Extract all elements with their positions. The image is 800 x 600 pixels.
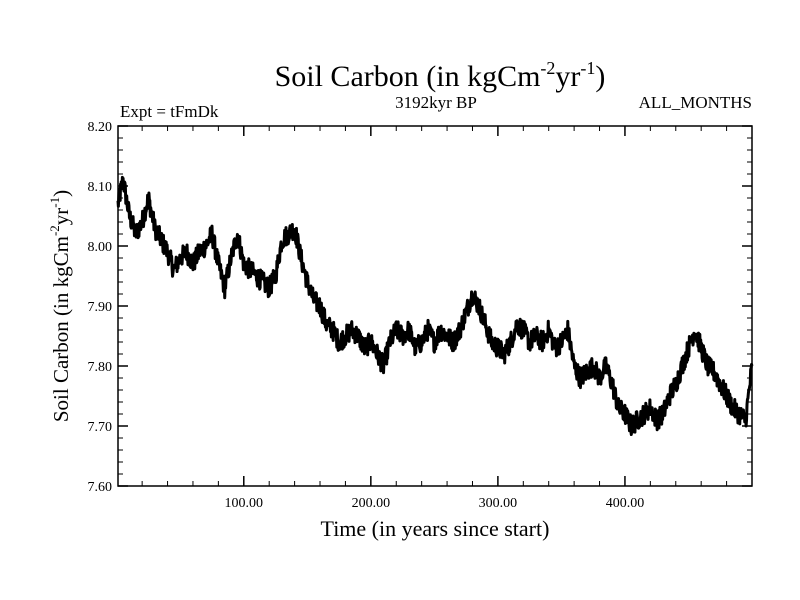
- x-tick-label: 300.00: [479, 496, 518, 511]
- y-tick-labels: 7.60 7.70 7.80 7.90 8.00 8.10 8.20: [88, 120, 113, 495]
- x-tick-labels: 100.00 200.00 300.00 400.00: [225, 496, 645, 511]
- period-label: 3192kyr BP: [395, 93, 477, 112]
- y-tick-label: 7.90: [88, 300, 113, 315]
- months-label: ALL_MONTHS: [639, 93, 752, 112]
- experiment-label: Expt = tFmDk: [120, 102, 219, 121]
- plot-frame: [117, 125, 753, 487]
- y-tick-label: 8.10: [88, 180, 113, 195]
- y-axis-label: Soil Carbon (in kgCm-2yr-1): [47, 190, 73, 422]
- y-tick-label: 8.20: [88, 120, 113, 135]
- x-tick-label: 400.00: [606, 496, 645, 511]
- y-tick-label: 7.60: [88, 480, 113, 495]
- x-axis-label: Time (in years since start): [321, 516, 550, 541]
- y-tick-label: 7.70: [88, 420, 113, 435]
- chart-title: Soil Carbon (in kgCm-2yr-1): [275, 58, 606, 93]
- x-tick-label: 100.00: [225, 496, 264, 511]
- series-line-soil-carbon: [116, 175, 754, 437]
- y-tick-label: 7.80: [88, 360, 113, 375]
- x-tick-label: 200.00: [352, 496, 391, 511]
- axis-ticks: [118, 125, 752, 487]
- y-tick-label: 8.00: [88, 240, 113, 255]
